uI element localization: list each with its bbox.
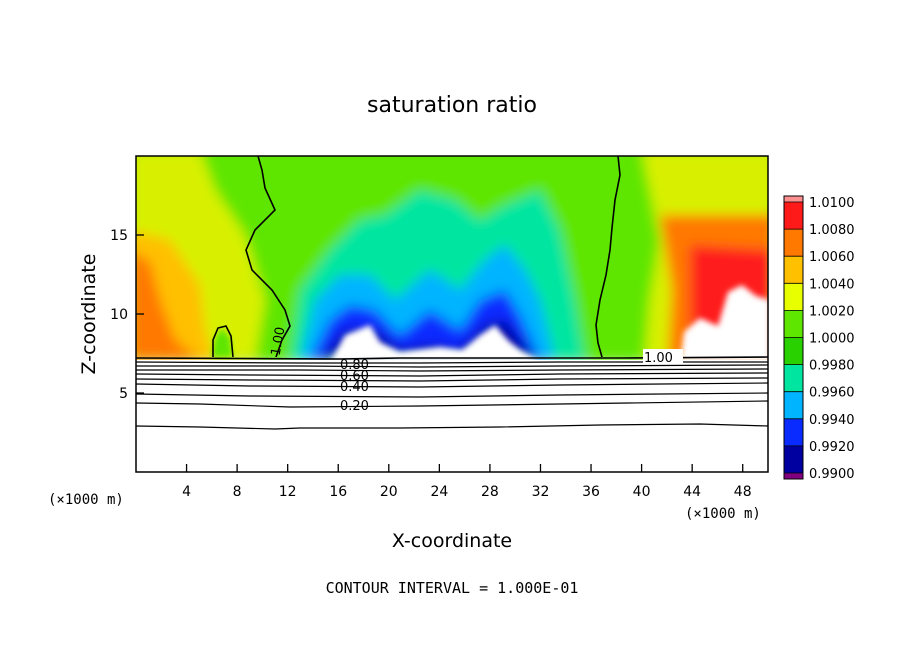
colorbar-level-label: 0.9980	[809, 359, 855, 374]
x-tick-label: 16	[329, 484, 347, 500]
contour-label-0-40: 0.40	[340, 380, 369, 395]
colorbar-swatch	[784, 445, 803, 473]
contour-label-0-60: 0.60	[340, 369, 369, 384]
x-tick-label: 12	[279, 484, 297, 500]
y-axis-ticks: 5 10 15	[110, 228, 144, 402]
contour-0-10	[136, 423, 768, 430]
x-axis-label: X-coordinate	[392, 530, 512, 552]
colorbar-swatch	[784, 202, 803, 230]
colorbar-swatch	[784, 256, 803, 284]
contour-1-00-left	[245, 156, 291, 358]
contour-label-1-00-right: 1.00	[644, 351, 673, 366]
y-axis-label: Z-coordinate	[78, 254, 100, 375]
contour-interval-note: CONTOUR INTERVAL = 1.000E-01	[326, 579, 579, 597]
colorbar-swatch	[784, 418, 803, 446]
y-tick-label: 10	[110, 307, 128, 323]
contour-0-60	[136, 372, 768, 377]
contour-0-90	[136, 361, 768, 364]
colorbar-swatch	[784, 473, 803, 479]
colorbar-level-label: 1.0000	[809, 332, 855, 347]
contour-0-20	[136, 400, 768, 408]
colorbar: 1.0100 1.0080 1.0060 1.0040 1.0020 1.0000 0.99…	[783, 195, 855, 482]
x-axis-ticks: 4 8 12 16 20 24 28 32 36 40 44 48	[182, 464, 752, 500]
contour-0-50	[136, 377, 768, 382]
contour-0-40	[136, 382, 768, 388]
chart-title: saturation ratio	[367, 93, 537, 118]
x-tick-label: 24	[430, 484, 448, 500]
x-tick-label: 36	[582, 484, 600, 500]
y-axis-unit: (×1000 m)	[48, 492, 124, 508]
colorbar-level-label: 0.9960	[809, 386, 855, 401]
x-tick-label: 8	[233, 484, 242, 500]
field-left-red	[136, 253, 200, 360]
colorbar-swatch	[784, 337, 803, 365]
colorbar-level-label: 0.9900	[809, 467, 855, 482]
y-tick-label: 5	[119, 386, 128, 402]
colorbar-swatch	[784, 196, 803, 202]
x-tick-label: 28	[481, 484, 499, 500]
x-tick-label: 4	[182, 484, 191, 500]
contour-0-70	[136, 368, 768, 372]
contour-lines	[136, 156, 768, 430]
x-tick-label: 20	[380, 484, 398, 500]
x-tick-label: 48	[734, 484, 752, 500]
white-hole-right	[680, 285, 768, 362]
x-tick-label: 32	[532, 484, 550, 500]
y-tick-label: 15	[110, 228, 128, 244]
colorbar-level-label: 1.0060	[809, 250, 855, 265]
colorbar-swatch	[784, 283, 803, 311]
contour-label-0-20: 0.20	[340, 399, 369, 414]
colorbar-swatch	[784, 391, 803, 419]
colorbar-level-label: 1.0100	[809, 196, 855, 211]
contour-label-bg	[643, 349, 683, 363]
colorbar-level-label: 1.0020	[809, 304, 855, 319]
white-hole-center	[330, 325, 540, 362]
plot-area: 1.00 1.00 0.80 0.60 0.40 0.20	[136, 156, 768, 472]
colorbar-level-label: 0.9920	[809, 440, 855, 455]
colorbar-swatch	[784, 364, 803, 392]
contour-1-00-left-loop	[212, 325, 234, 358]
white-holes	[212, 285, 768, 362]
x-axis-unit: (×1000 m)	[685, 506, 761, 522]
contour-label-0-80: 0.80	[340, 358, 369, 373]
colorbar-level-label: 1.0040	[809, 277, 855, 292]
contour-0-80	[136, 364, 768, 368]
contour-label-1-00-left: 1.00	[269, 326, 289, 357]
contour-1-00-right	[595, 156, 621, 358]
contour-0-30	[136, 392, 768, 398]
white-hole-left	[212, 328, 232, 357]
x-tick-label: 44	[683, 484, 701, 500]
x-tick-label: 40	[633, 484, 651, 500]
colorbar-swatch	[784, 229, 803, 257]
colorbar-level-label: 1.0080	[809, 223, 855, 238]
colorbar-swatch	[784, 310, 803, 338]
colorbar-level-label: 0.9940	[809, 413, 855, 428]
